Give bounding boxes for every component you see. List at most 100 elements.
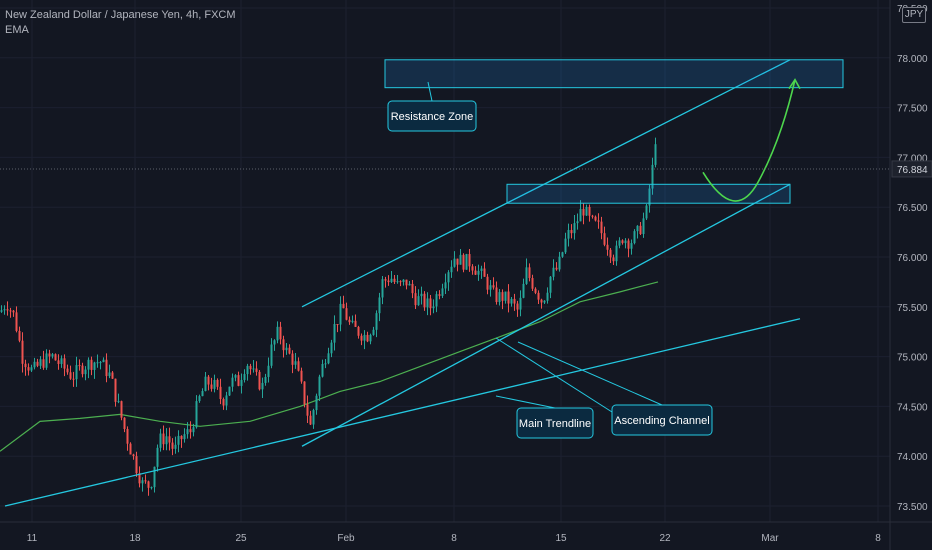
- main-trendline[interactable]: [4, 318, 801, 507]
- candle-body: [393, 278, 396, 282]
- candle-body: [285, 347, 288, 351]
- candle-body: [369, 334, 372, 342]
- drawings-layer[interactable]: [4, 59, 844, 507]
- candle-body: [480, 268, 483, 271]
- candle-body: [72, 378, 75, 380]
- breakout-zone-box[interactable]: [506, 183, 791, 204]
- candle-body: [189, 429, 192, 433]
- candle-body: [201, 391, 204, 397]
- candle-body: [381, 279, 384, 298]
- resistance-zone-box[interactable]: [384, 59, 844, 89]
- candle-body: [516, 303, 519, 310]
- candle-body: [18, 330, 21, 341]
- candle-body: [243, 374, 246, 380]
- candle-body: [267, 365, 270, 377]
- candle-body: [147, 481, 150, 488]
- candle-body: [543, 300, 546, 303]
- candle-body: [12, 310, 15, 313]
- candle-body: [288, 347, 291, 354]
- main-trendline-label-box[interactable]: [516, 407, 594, 439]
- candle-body: [468, 254, 471, 267]
- candle-body: [180, 435, 183, 440]
- candle-body: [273, 340, 276, 345]
- y-tick-label: 74.500: [897, 402, 928, 413]
- candle-body: [75, 365, 78, 380]
- time-axis[interactable]: 11 18 25 Feb 8 15 22 Mar 8: [0, 521, 932, 544]
- candle-body: [498, 292, 501, 303]
- candle-body: [42, 359, 45, 368]
- projection-arrow-path[interactable]: [702, 79, 796, 202]
- currency-badge[interactable]: JPY: [902, 7, 926, 23]
- y-tick-label: 75.000: [897, 353, 928, 364]
- candle-body: [387, 280, 390, 283]
- candle-body: [639, 225, 642, 234]
- candle-body: [399, 281, 402, 283]
- candle-body: [162, 433, 165, 445]
- candle-body: [630, 243, 633, 249]
- candle-body: [129, 443, 132, 455]
- candle-body: [501, 292, 504, 301]
- candle-body: [36, 361, 39, 366]
- candle-body: [159, 433, 162, 448]
- candle-body: [618, 240, 621, 246]
- candle-body: [108, 372, 111, 377]
- candle-body: [555, 267, 558, 270]
- candle-body: [249, 365, 252, 370]
- candle-body: [216, 379, 219, 387]
- candle-body: [327, 353, 330, 364]
- candle-body: [87, 359, 90, 370]
- channel-lower-line[interactable]: [301, 183, 791, 447]
- candle-body: [21, 340, 24, 364]
- resistance-zone-label-box[interactable]: [387, 100, 477, 132]
- x-tick-label: Feb: [337, 533, 355, 544]
- candle-body: [402, 279, 405, 283]
- ascending-channel-label-text: Ascending Channel: [614, 415, 709, 427]
- ascending-channel-label-box[interactable]: [611, 404, 713, 436]
- candle-body: [354, 320, 357, 327]
- candle-body: [459, 254, 462, 265]
- candle-body: [567, 229, 570, 239]
- y-tick-label: 78.000: [897, 54, 928, 65]
- candle-body: [0, 310, 3, 312]
- x-tick-label: 25: [235, 533, 247, 544]
- candle-body: [114, 378, 117, 402]
- candle-body: [612, 257, 615, 262]
- candle-body: [345, 308, 348, 320]
- projection-arrow-head[interactable]: [788, 78, 801, 90]
- candle-body: [27, 367, 30, 371]
- symbol-title: New Zealand Dollar / Japanese Yen, 4h, F…: [5, 9, 236, 21]
- candle-body: [195, 401, 198, 428]
- candle-body: [222, 399, 225, 406]
- candle-body: [300, 370, 303, 382]
- candle-body: [102, 359, 105, 363]
- resistance-zone-label-pointer: [427, 81, 433, 102]
- candle-body: [606, 244, 609, 250]
- y-tick-label: 76.500: [897, 203, 928, 214]
- channel-upper-line[interactable]: [301, 59, 791, 308]
- ema-layer: [0, 281, 659, 452]
- y-tick-label: 74.000: [897, 452, 928, 463]
- candle-body: [372, 329, 375, 335]
- candle-body: [627, 240, 630, 249]
- candle-body: [123, 417, 126, 429]
- resistance-zone-label-text: Resistance Zone: [391, 111, 474, 123]
- ascending-channel-label-pointer: [517, 341, 663, 406]
- candle-body: [471, 266, 474, 271]
- x-tick-label: 18: [129, 533, 141, 544]
- candle-body: [588, 206, 591, 216]
- last-price-label: 76.884: [897, 165, 928, 176]
- candle-body: [39, 359, 42, 366]
- candle-body: [561, 252, 564, 257]
- callout-labels[interactable]: Resistance Zone Main Trendline Ascending C…: [387, 81, 713, 439]
- candle-body: [654, 144, 657, 165]
- last-price-tag: [891, 160, 932, 178]
- y-tick-label: 75.500: [897, 303, 928, 314]
- candle-body: [210, 384, 213, 389]
- candle-body: [168, 436, 171, 443]
- ema-line: [0, 281, 659, 452]
- candle-body: [390, 278, 393, 283]
- candle-body: [489, 285, 492, 290]
- candle-body: [54, 354, 57, 361]
